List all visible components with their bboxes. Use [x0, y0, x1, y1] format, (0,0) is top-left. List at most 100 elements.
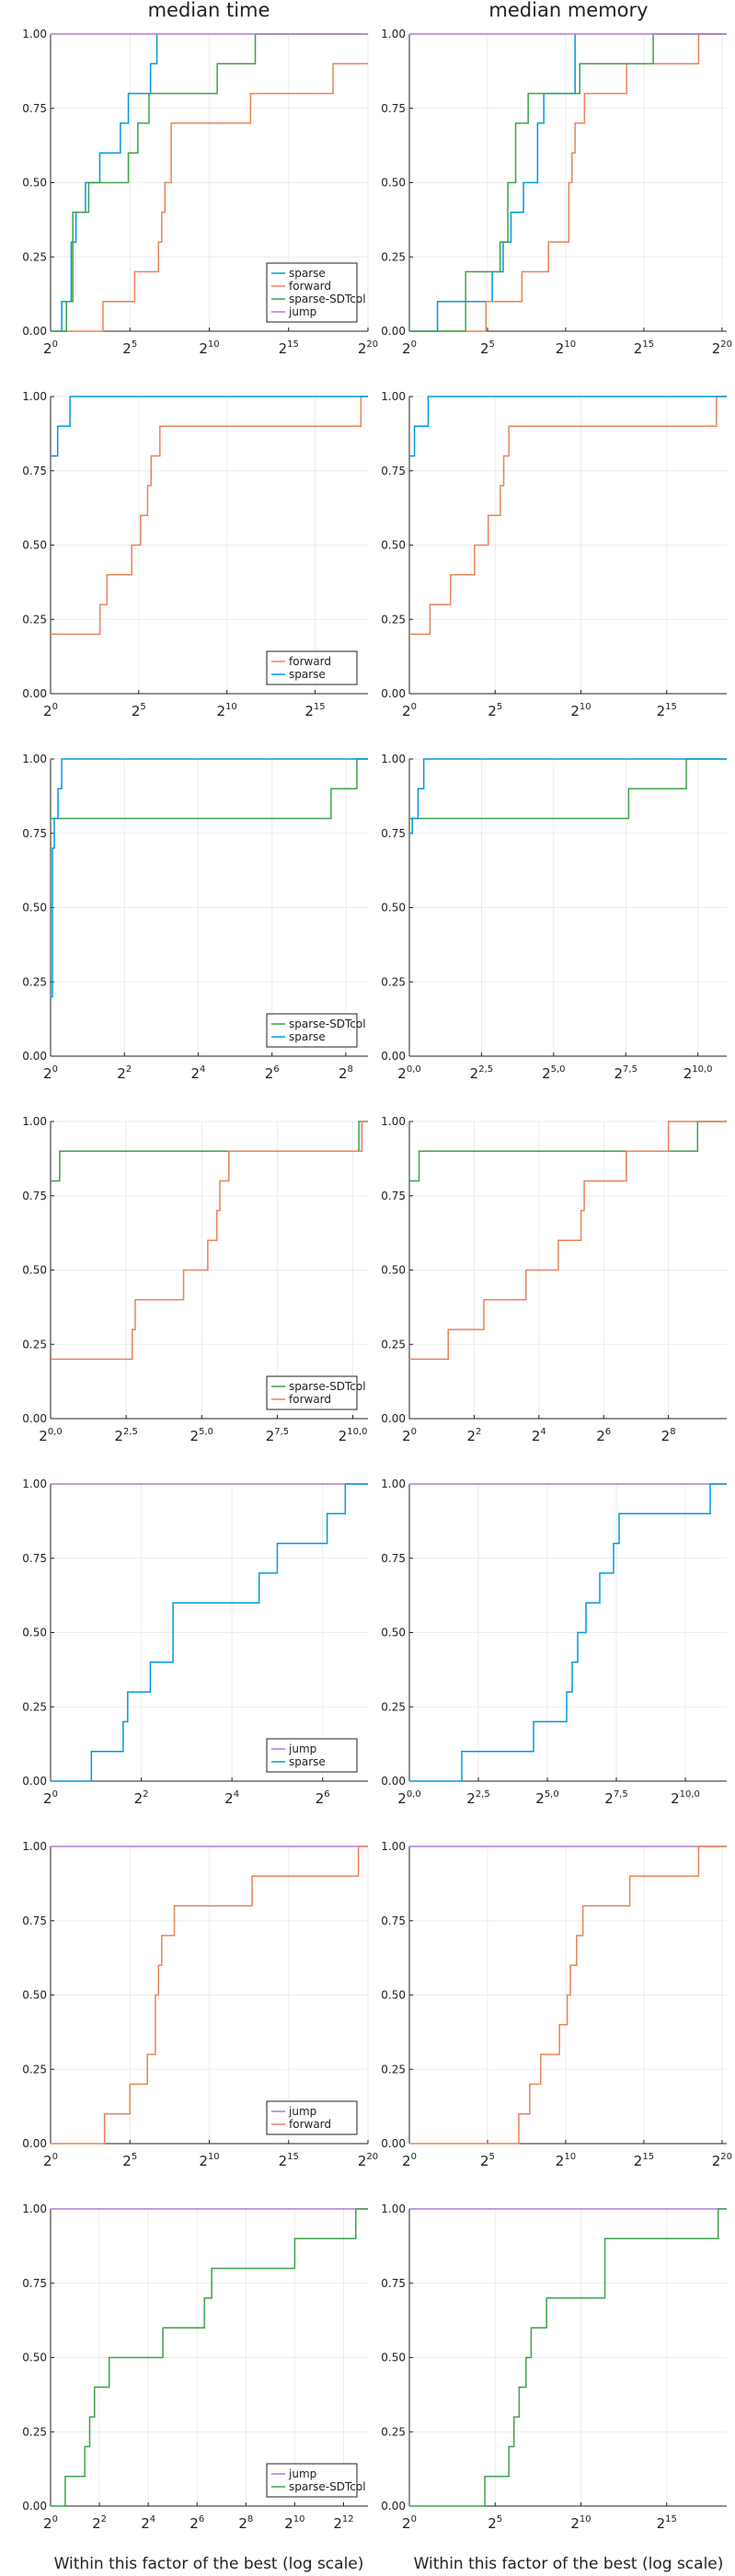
x-tick-label: 25 — [480, 339, 495, 357]
x-tick-label: 210,0 — [683, 1064, 713, 1082]
x-tick-label: 24 — [141, 2514, 155, 2532]
legend-box — [266, 1013, 358, 1048]
x-tick-label: 27,5 — [604, 1789, 627, 1807]
legend-entry: sparse-SDTcol — [289, 1018, 366, 1030]
x-tick-label: 28 — [339, 1064, 353, 1082]
y-tick-label: 0.75 — [381, 465, 406, 477]
y-tick-label: 0.25 — [381, 2425, 406, 2438]
y-tick-label: 0.00 — [381, 325, 406, 338]
x-tick-label: 215 — [634, 2152, 654, 2169]
x-tick-label: 22 — [117, 1064, 132, 1082]
series-line-forward — [409, 396, 727, 636]
y-tick-label: 0.50 — [22, 1627, 47, 1639]
y-tick-label: 0.75 — [22, 827, 47, 840]
x-tick-label: 28 — [238, 2514, 253, 2532]
legend-entry: jump — [288, 2105, 316, 2118]
x-tick-label: 20 — [43, 2152, 58, 2169]
legend-entry: sparse-SDTcol — [289, 293, 366, 305]
x-tick-label: 26 — [265, 1064, 280, 1082]
y-tick-label: 0.25 — [22, 975, 47, 988]
column-title-time: median time — [148, 0, 270, 21]
series-line-sparse — [409, 396, 727, 457]
y-tick-label: 0.00 — [22, 1775, 47, 1788]
chart-row2-memory: 0.00 0.25 0.50 0.75 1.00 20 25 210 215 — [381, 390, 727, 719]
chart-row2-time: 0.00 0.25 0.50 0.75 1.00 20 25 210 215 forwardspa… — [22, 390, 368, 719]
chart-row5-memory: 0.00 0.25 0.50 0.75 1.00 20,0 22,5 25,0 27,5 210,… — [381, 1478, 727, 1807]
y-tick-label: 1.00 — [22, 2202, 47, 2215]
x-tick-label: 210 — [199, 2152, 219, 2169]
x-tick-label: 22,5 — [114, 1427, 137, 1444]
y-tick-label: 0.00 — [381, 1050, 406, 1063]
y-tick-label: 0.75 — [381, 2277, 406, 2290]
x-tick-label: 20 — [402, 702, 417, 719]
y-tick-label: 0.25 — [381, 975, 406, 988]
legend-entry: sparse-SDTcol — [289, 1380, 366, 1393]
y-tick-label: 0.50 — [22, 2352, 47, 2364]
y-tick-label: 0.75 — [22, 102, 47, 115]
x-tick-label: 22 — [92, 2514, 107, 2532]
y-tick-label: 0.25 — [22, 2063, 47, 2076]
x-tick-label: 24 — [532, 1427, 546, 1444]
y-tick-label: 1.00 — [381, 28, 406, 40]
x-tick-label: 20,0 — [397, 1789, 420, 1807]
y-tick-label: 0.50 — [381, 1264, 406, 1277]
x-tick-label: 20,0 — [397, 1064, 420, 1082]
series-line-forward — [51, 63, 368, 332]
x-tick-label: 210,0 — [339, 1427, 368, 1444]
y-tick-label: 0.25 — [22, 250, 47, 263]
x-tick-label: 24 — [191, 1064, 206, 1082]
x-tick-label: 20 — [402, 2152, 417, 2169]
series-line-sparse — [51, 396, 368, 457]
y-tick-label: 0.50 — [22, 902, 47, 914]
x-tick-label: 210 — [570, 2514, 591, 2532]
series-line-sparse-SDTcol — [409, 758, 727, 820]
y-tick-label: 1.00 — [381, 1478, 406, 1490]
legend-entry: sparse-SDTcol — [289, 2480, 366, 2493]
y-tick-label: 1.00 — [22, 1115, 47, 1128]
x-tick-label: 20 — [43, 702, 58, 719]
xlabel-time: Within this factor of the best (log scal… — [54, 2555, 364, 2573]
x-tick-label: 215 — [657, 702, 677, 719]
legend-entry: jump — [288, 305, 316, 318]
y-tick-label: 0.00 — [22, 2500, 47, 2513]
x-tick-label: 20 — [43, 1064, 58, 1082]
y-tick-label: 0.75 — [22, 465, 47, 477]
x-tick-label: 210 — [556, 2152, 576, 2169]
x-tick-label: 215 — [304, 702, 325, 719]
y-tick-label: 0.00 — [381, 1775, 406, 1788]
x-tick-label: 22 — [134, 1789, 149, 1807]
y-tick-label: 1.00 — [22, 1478, 47, 1490]
x-tick-label: 210 — [199, 339, 219, 357]
y-tick-label: 0.75 — [381, 1190, 406, 1202]
series-line-sparse-SDTcol — [51, 2208, 368, 2507]
x-tick-label: 20 — [402, 1427, 417, 1444]
x-tick-label: 220 — [712, 2152, 732, 2169]
y-tick-label: 0.00 — [381, 2500, 406, 2513]
legend-entry: jump — [288, 2467, 316, 2480]
xlabel-memory: Within this factor of the best (log scal… — [414, 2555, 724, 2573]
y-tick-label: 1.00 — [22, 753, 47, 765]
legend-entry: sparse — [289, 1755, 326, 1768]
x-tick-label: 26 — [596, 1427, 611, 1444]
y-tick-label: 0.50 — [381, 1989, 406, 2002]
x-tick-label: 20 — [402, 2514, 417, 2532]
y-tick-label: 0.00 — [22, 2137, 47, 2150]
x-tick-label: 25 — [122, 339, 137, 357]
x-tick-label: 20 — [43, 2514, 58, 2532]
x-tick-label: 215 — [634, 339, 654, 357]
y-tick-label: 0.50 — [22, 1264, 47, 1277]
x-tick-label: 25 — [488, 2514, 502, 2532]
y-tick-label: 0.00 — [381, 1412, 406, 1425]
y-tick-label: 0.50 — [22, 539, 47, 552]
legend-box — [266, 2100, 358, 2135]
x-tick-label: 20,0 — [39, 1427, 62, 1444]
x-tick-label: 25,0 — [190, 1427, 213, 1444]
chart-row7-time: 0.00 0.25 0.50 0.75 1.00 20 22 24 26 28 210 212 jump… — [22, 2202, 368, 2532]
series-line-sparse — [409, 758, 727, 834]
